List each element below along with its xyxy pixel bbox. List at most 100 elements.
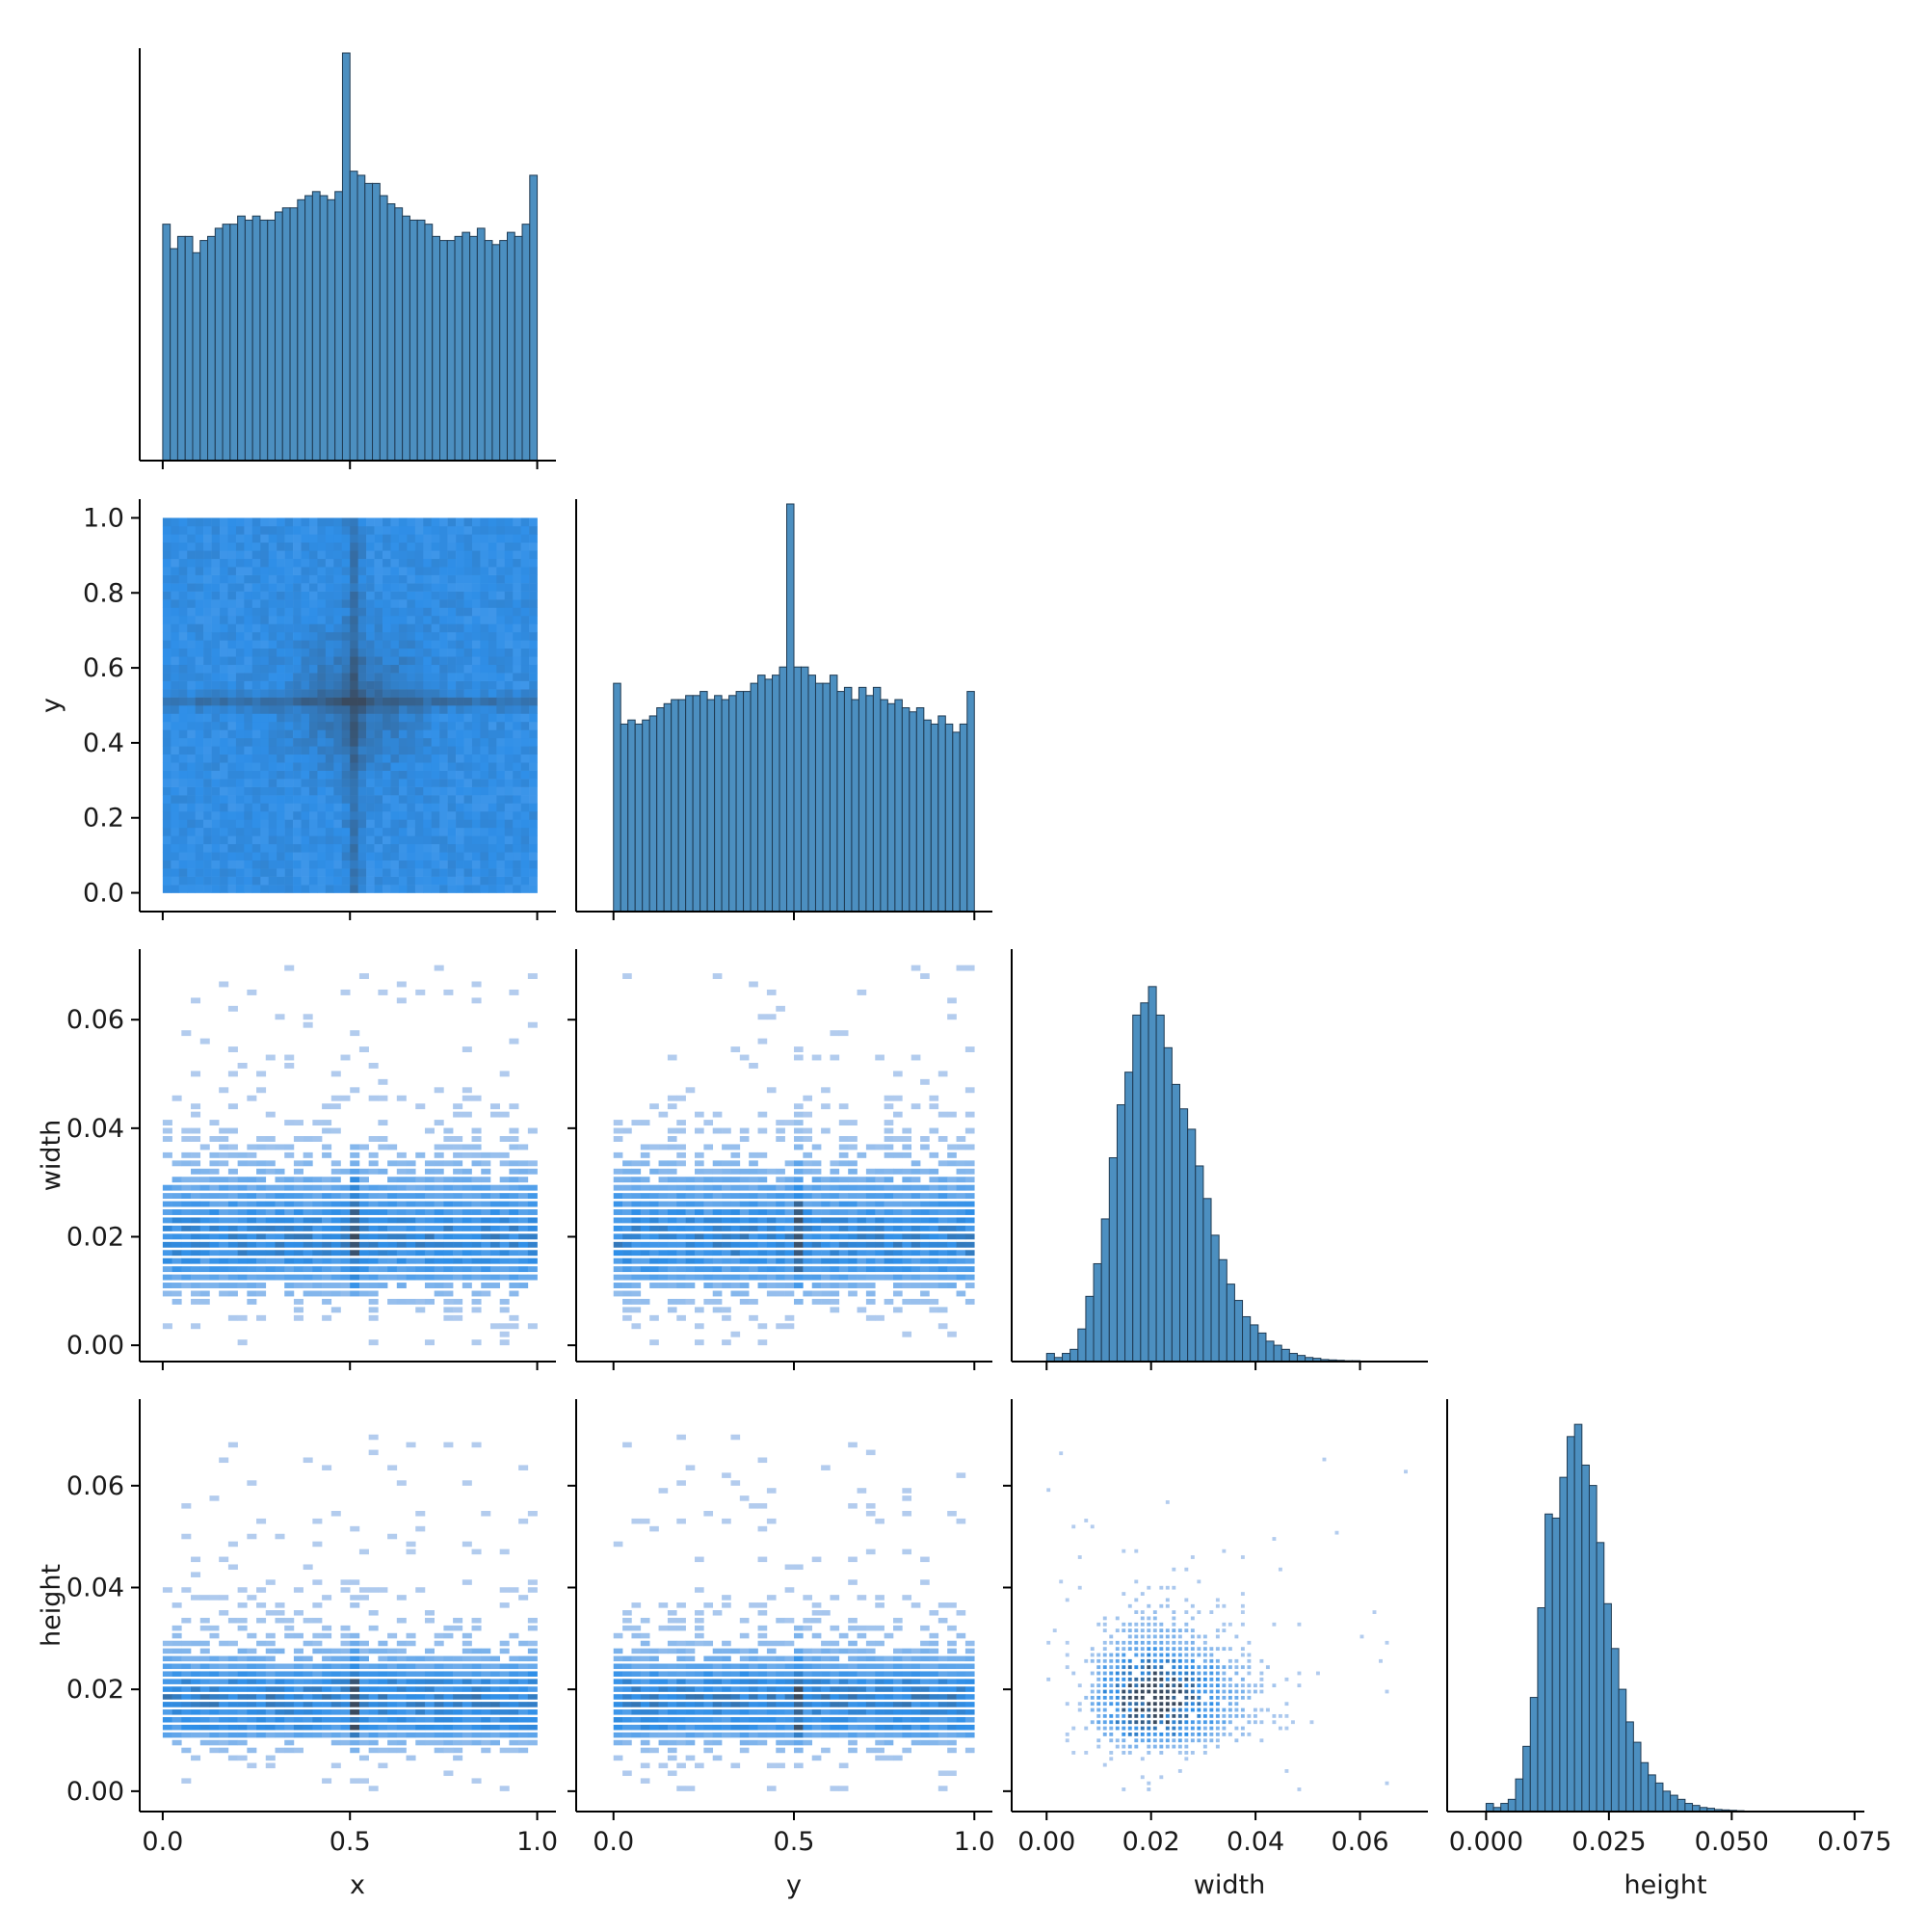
heatmap-cell: [712, 1709, 723, 1715]
heatmap-cell: [463, 648, 473, 657]
heatmap-cell: [341, 762, 351, 771]
heatmap-cell: [848, 1702, 858, 1707]
histogram-bar: [1250, 1324, 1259, 1363]
heatmap-cell: [390, 689, 400, 698]
heatmap-cell: [821, 1241, 831, 1248]
heatmap-cell: [247, 1177, 257, 1183]
heatmap-cell: [181, 1732, 192, 1738]
heatmap-cell: [730, 1151, 741, 1158]
heatmap-cell: [220, 803, 228, 812]
heatmap-cell: [317, 876, 327, 886]
heatmap-cell: [480, 885, 489, 893]
heatmap-cell: [513, 868, 521, 877]
heatmap-cell: [443, 1257, 454, 1264]
heatmap-cell: [387, 1233, 398, 1240]
heatmap-cell: [640, 1686, 650, 1692]
heatmap-cell: [325, 852, 334, 861]
heatmap-cell: [499, 1257, 510, 1264]
heatmap-cell: [703, 1144, 714, 1151]
heatmap-cell: [875, 1747, 884, 1754]
heatmap-cell: [366, 803, 375, 812]
heatmap-cell: [749, 1274, 758, 1281]
heatmap-cell: [284, 1151, 295, 1158]
heatmap-cell: [220, 517, 228, 527]
heatmap-cell: [434, 1671, 444, 1677]
heatmap-cell: [284, 1209, 295, 1215]
heatmap-cell: [275, 1250, 285, 1257]
heatmap-cell: [480, 746, 489, 755]
heatmap-cell: [504, 534, 514, 543]
heatmap-cell: [358, 1144, 369, 1151]
heatmap-cell: [811, 1184, 822, 1191]
heatmap-cell: [937, 1770, 948, 1777]
heatmap-cell: [703, 1702, 714, 1707]
heatmap-cell: [471, 1095, 482, 1101]
heatmap-cell: [293, 885, 302, 893]
heatmap-cell: [178, 795, 188, 804]
heatmap-cell: [462, 1732, 472, 1738]
heatmap-cell: [811, 1709, 822, 1715]
heatmap-cell: [513, 574, 521, 584]
heatmap-cell: [613, 1283, 623, 1288]
heatmap-cell: [333, 803, 343, 812]
heatmap-cell: [325, 843, 334, 853]
histogram-bar: [1116, 1104, 1126, 1363]
heatmap-cell: [488, 574, 497, 584]
heatmap-cell: [350, 1250, 360, 1257]
heatmap-cell: [220, 762, 228, 771]
heatmap-cell: [739, 1217, 750, 1224]
heatmap-cell: [518, 1209, 529, 1215]
heatmap-cell: [308, 713, 318, 723]
heatmap-cell: [431, 517, 440, 527]
heatmap-cell: [431, 868, 440, 877]
heatmap-cell: [439, 746, 448, 755]
heatmap-cell: [333, 729, 343, 739]
heatmap-cell: [181, 1127, 192, 1134]
heatmap-cell: [703, 1201, 714, 1207]
heatmap-cell: [471, 1739, 482, 1746]
heatmap-cell: [640, 1762, 650, 1769]
heatmap-cell: [195, 550, 204, 560]
heatmap-cell: [398, 623, 408, 633]
heatmap-cell: [893, 1241, 903, 1248]
heatmap-cell: [947, 1217, 957, 1224]
heatmap-cell: [378, 1702, 388, 1707]
heatmap-cell: [529, 779, 538, 787]
heatmap-cell: [431, 770, 440, 780]
heatmap-cell: [350, 591, 358, 600]
heatmap-cell: [439, 583, 448, 592]
heatmap-cell: [504, 819, 514, 829]
heatmap-cell: [340, 1671, 351, 1677]
heatmap-cell: [622, 1314, 632, 1321]
heatmap-cell: [219, 1193, 229, 1200]
heatmap-cell: [220, 868, 228, 877]
heatmap-cell: [284, 868, 294, 877]
heatmap-cell: [703, 1747, 714, 1754]
heatmap-cell: [237, 1201, 248, 1207]
heatmap-cell: [414, 868, 424, 877]
heatmap-cell: [312, 1648, 323, 1654]
heatmap-cell: [237, 1209, 248, 1215]
heatmap-cell: [366, 615, 375, 624]
heatmap-cell: [284, 1739, 295, 1746]
heatmap-cell: [509, 1709, 519, 1715]
heatmap-cell: [414, 827, 424, 836]
heatmap-cell: [504, 713, 514, 723]
heatmap-cell: [284, 786, 294, 796]
heatmap-cell: [911, 1732, 921, 1738]
heatmap-cell: [325, 746, 334, 755]
heatmap-cell: [251, 721, 261, 730]
heatmap-cell: [649, 1241, 659, 1248]
heatmap-cell: [830, 1686, 840, 1692]
heatmap-cell: [821, 1679, 831, 1684]
heatmap-cell: [875, 1225, 884, 1231]
heatmap-cell: [260, 640, 270, 649]
heatmap-cell: [424, 1648, 435, 1654]
heatmap-cell: [368, 1307, 379, 1313]
heatmap-cell: [203, 876, 212, 886]
heatmap-cell: [219, 1595, 229, 1601]
heatmap-cell: [757, 1201, 768, 1207]
histogram-bar: [446, 240, 456, 462]
heatmap-cell: [251, 843, 261, 853]
heatmap-cell: [640, 1144, 650, 1151]
